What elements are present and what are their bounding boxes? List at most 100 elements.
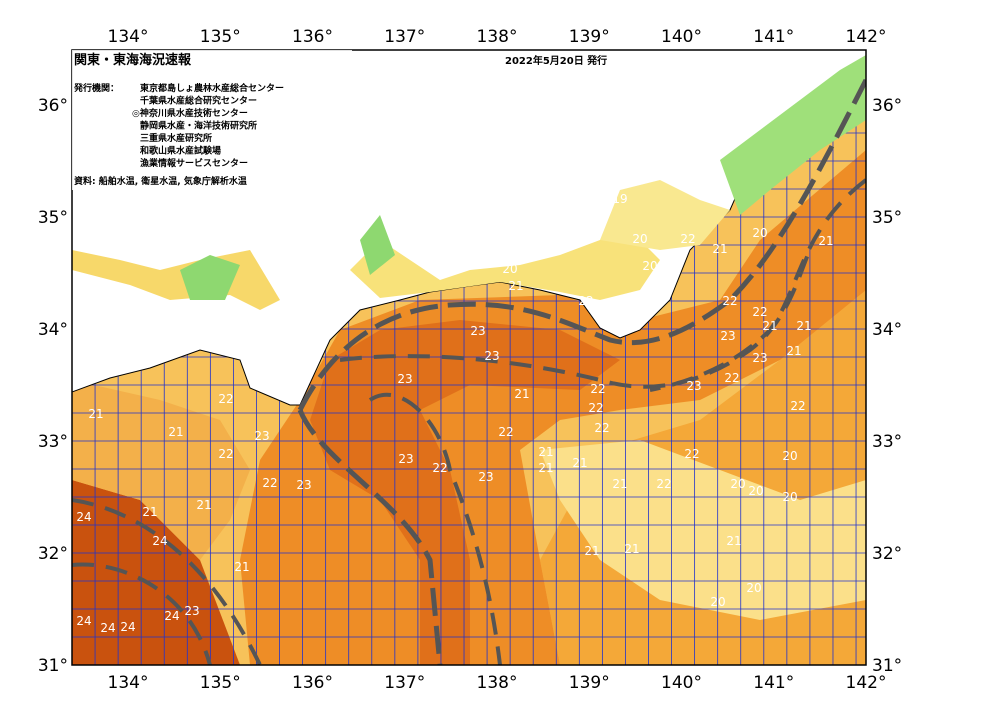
temperature-label: 21 — [514, 387, 529, 401]
temperature-label: 20 — [502, 262, 517, 276]
temperature-label: 22 — [680, 232, 695, 246]
issuer: 東京都島しょ農林水産総合センター — [140, 82, 284, 94]
lon-label: 134° — [108, 673, 149, 693]
temperature-label: 22 — [498, 425, 513, 439]
temperature-label: 23 — [720, 329, 735, 343]
lon-label: 140° — [661, 27, 702, 47]
lat-label: 34° — [872, 320, 902, 340]
temperature-label: 23 — [254, 429, 269, 443]
temperature-label: 22 — [588, 401, 603, 415]
temperature-label: 21 — [572, 456, 587, 470]
lat-label: 32° — [872, 544, 902, 564]
temperature-label: 20 — [832, 51, 847, 65]
lat-label: 35° — [872, 208, 902, 228]
temperature-label: 21 — [786, 344, 801, 358]
coastal-green — [720, 55, 866, 215]
lon-label: 138° — [477, 27, 518, 47]
temperature-label: 22 — [262, 476, 277, 490]
issuer: 千葉県水産総合研究センター — [140, 95, 257, 107]
temperature-label: 19 — [612, 192, 627, 206]
temperature-label: 22 — [656, 477, 671, 491]
title: 関東・東海海況速報 — [74, 52, 192, 68]
coastal-green-west — [180, 215, 395, 300]
lon-label: 134° — [108, 27, 149, 47]
temperature-label: 20 — [782, 449, 797, 463]
temperature-label: 22 — [752, 305, 767, 319]
temperature-label: 24 — [120, 620, 135, 634]
lon-label: 136° — [292, 27, 333, 47]
temperature-label: 22 — [590, 382, 605, 396]
temperature-label: 22 — [432, 461, 447, 475]
temperature-label: 21 — [818, 234, 833, 248]
bay-zone — [350, 240, 660, 300]
lat-label: 33° — [872, 432, 902, 452]
issuer: 三重県水産研究所 — [140, 132, 212, 144]
temperature-label: 23 — [686, 379, 701, 393]
temperature-label: 21 — [532, 226, 547, 240]
lon-label: 142° — [846, 673, 887, 693]
lon-label: 142° — [846, 27, 887, 47]
isotherm-line — [649, 178, 866, 392]
lon-label: 136° — [292, 673, 333, 693]
temperature-label: 21 — [168, 425, 183, 439]
temperature-label: 21 — [88, 407, 103, 421]
issuer: 漁業情報サービスセンター — [140, 157, 248, 169]
temperature-label: 21 — [796, 319, 811, 333]
lon-label: 137° — [384, 673, 425, 693]
isotherm-line — [368, 392, 502, 665]
axis-labels: 134° 134° 135° 135° 136° 136° 137° 137° 138° 138°… — [38, 27, 902, 693]
temperature-label: 21 — [508, 279, 523, 293]
source: 資料: 船舶水温, 衛星水温, 気象庁解析水温 — [74, 175, 247, 187]
cool-zone — [540, 440, 866, 620]
lat-label: 32° — [38, 544, 68, 564]
temperature-label: 21 — [538, 445, 553, 459]
warm-core — [72, 480, 240, 665]
temperature-label: 22 — [218, 447, 233, 461]
temperature-label: 22 — [578, 294, 593, 308]
lat-label: 31° — [38, 656, 68, 676]
temperature-labels: 20 20 21 20 22 19 20 20 21 20 22 21 22 23 23 23 21 22 22 22… — [76, 51, 847, 635]
temperature-label: 21 — [234, 560, 249, 574]
issuers-label: 発行機関： — [73, 82, 119, 94]
temperature-label: 23 — [398, 452, 413, 466]
temperature-label: 21 — [624, 542, 639, 556]
temperature-label: 22 — [724, 371, 739, 385]
temperature-label: 20 — [746, 581, 761, 595]
lon-label: 141° — [753, 673, 794, 693]
lon-label: 141° — [753, 27, 794, 47]
temperature-label: 21 — [142, 505, 157, 519]
temperature-label: 22 — [790, 399, 805, 413]
lon-label: 135° — [200, 673, 241, 693]
temperature-label: 24 — [164, 609, 179, 623]
temperature-label: 21 — [584, 544, 599, 558]
temperature-label: 20 — [632, 232, 647, 246]
lat-label: 36° — [38, 96, 68, 116]
lon-label: 135° — [200, 27, 241, 47]
temperature-label: 21 — [712, 242, 727, 256]
kuroshio-axis — [297, 78, 866, 412]
temperature-label: 23 — [296, 478, 311, 492]
lat-label: 35° — [38, 208, 68, 228]
temperature-label: 23 — [470, 324, 485, 338]
temperature-label: 20 — [752, 226, 767, 240]
tokyo-bay — [600, 180, 730, 250]
lon-label: 139° — [569, 673, 610, 693]
temperature-label: 22 — [722, 294, 737, 308]
issuer: ◎神奈川県水産技術センター — [132, 107, 248, 119]
legend-box — [72, 50, 352, 190]
lon-label: 138° — [477, 673, 518, 693]
temperature-label: 23 — [184, 604, 199, 618]
temperature-label: 23 — [752, 351, 767, 365]
lat-label: 34° — [38, 320, 68, 340]
temperature-label: 21 — [538, 461, 553, 475]
temperature-label: 23 — [484, 349, 499, 363]
temperature-label: 20 — [748, 484, 763, 498]
temperature-label: 24 — [76, 510, 91, 524]
kuroshio-core — [310, 320, 620, 665]
lat-label: 33° — [38, 432, 68, 452]
temperature-label: 21 — [612, 477, 627, 491]
isotherm-line — [339, 249, 812, 389]
lon-label: 140° — [661, 673, 702, 693]
temperature-label: 20 — [752, 51, 767, 65]
